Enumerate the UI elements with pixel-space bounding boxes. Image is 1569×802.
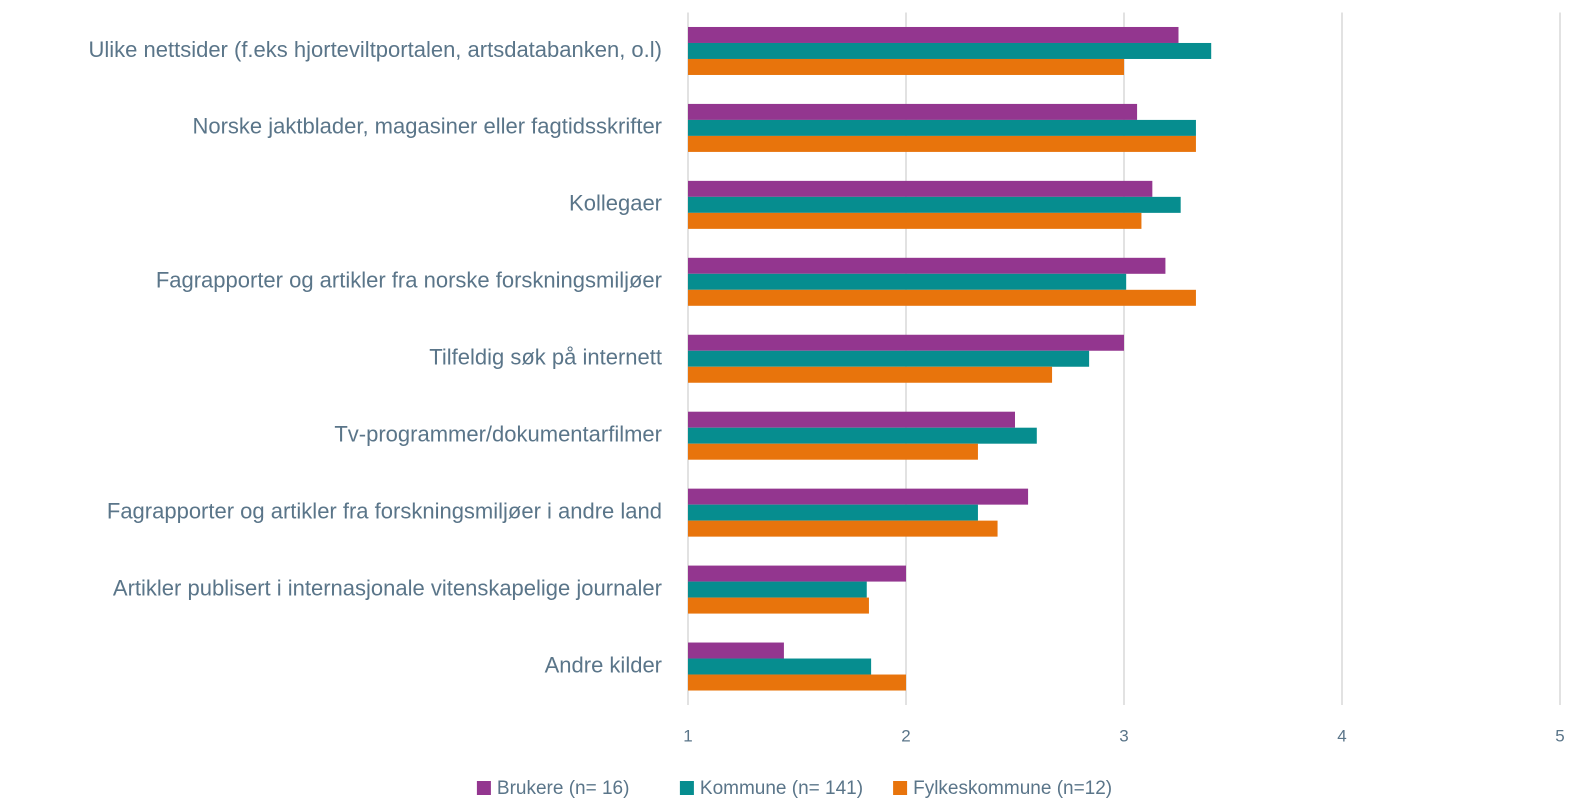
bar xyxy=(688,565,906,582)
x-tick-label: 3 xyxy=(1119,726,1128,745)
bar xyxy=(688,334,1124,351)
bar xyxy=(688,411,1015,428)
category-label: Andre kilder xyxy=(545,652,662,677)
bar xyxy=(688,504,978,521)
category-label: Artikler publisert i internasjonale vite… xyxy=(113,575,662,600)
bar xyxy=(688,103,1138,120)
category-label: Ulike nettsider (f.eks hjorteviltportale… xyxy=(88,37,662,62)
x-tick-label: 5 xyxy=(1555,726,1564,745)
bar xyxy=(688,58,1124,75)
bar xyxy=(688,196,1181,213)
bar xyxy=(688,26,1179,43)
bar xyxy=(688,42,1212,59)
x-tick-label: 2 xyxy=(901,726,910,745)
category-label: Fagrapporter og artikler fra norske fors… xyxy=(156,268,662,293)
bar xyxy=(688,520,998,537)
category-label: Kollegaer xyxy=(569,191,662,216)
bar xyxy=(688,443,978,460)
bar xyxy=(688,180,1153,197)
category-label: Norske jaktblader, magasiner eller fagti… xyxy=(192,114,662,139)
bar xyxy=(688,597,869,614)
x-tick-label: 1 xyxy=(683,726,692,745)
x-tick-label: 4 xyxy=(1337,726,1346,745)
bar xyxy=(688,212,1142,229)
bar xyxy=(688,257,1166,274)
category-label: Tv-programmer/dokumentarfilmer xyxy=(334,422,662,447)
bar xyxy=(688,427,1037,444)
legend-label: Kommune (n= 141) xyxy=(700,778,863,799)
bar xyxy=(688,135,1196,152)
bar xyxy=(688,289,1196,306)
bar xyxy=(688,642,784,659)
legend-label: Brukere (n= 16) xyxy=(497,778,630,799)
legend-swatch xyxy=(476,781,491,795)
legend-swatch xyxy=(679,781,694,795)
bar xyxy=(688,658,872,675)
bar xyxy=(688,350,1090,367)
bar xyxy=(688,366,1053,383)
bar xyxy=(688,581,867,598)
legend-swatch xyxy=(893,781,908,795)
category-label: Tilfeldig søk på internett xyxy=(429,345,662,370)
category-label: Fagrapporter og artikler fra forskningsm… xyxy=(107,498,662,523)
bar xyxy=(688,488,1029,505)
legend-label: Fylkeskommune (n=12) xyxy=(913,778,1112,799)
bar xyxy=(688,674,906,691)
bar xyxy=(688,273,1127,290)
bar xyxy=(688,119,1196,136)
